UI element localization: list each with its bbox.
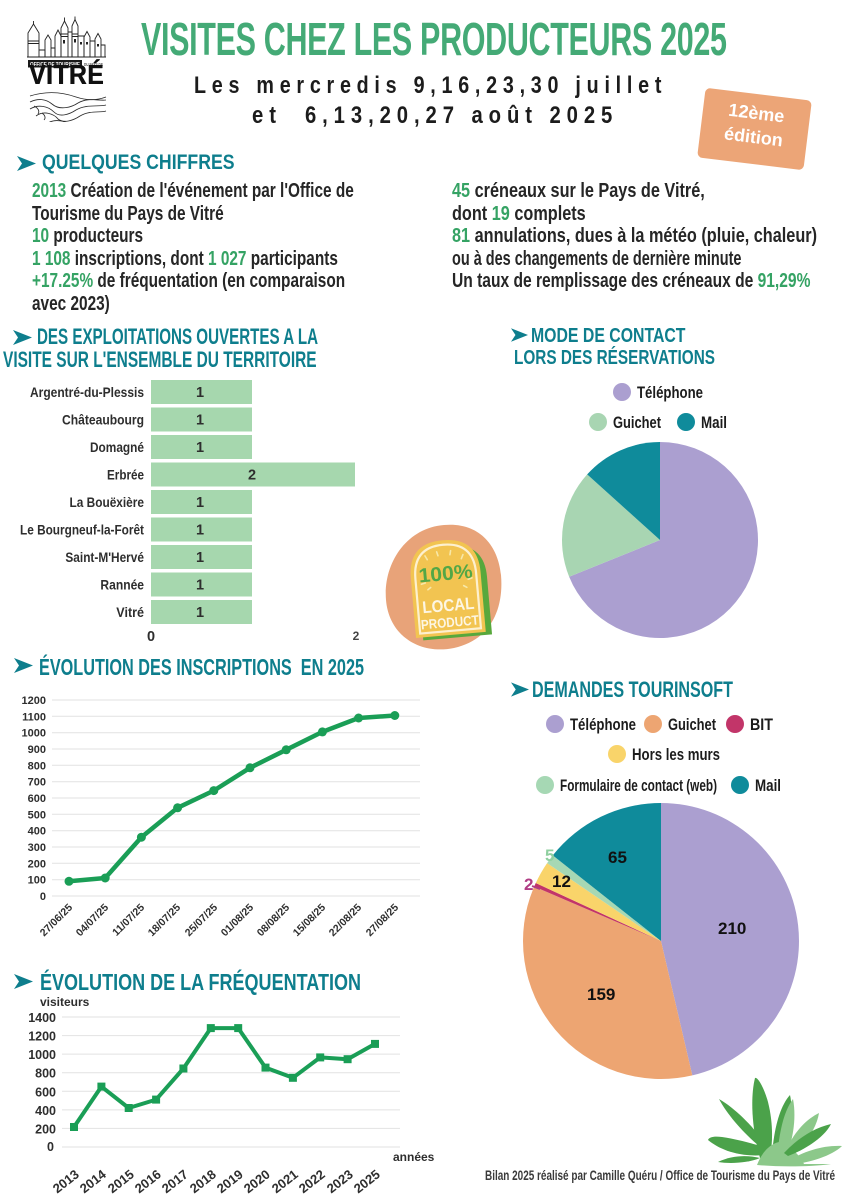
- svg-text:1200: 1200: [22, 695, 46, 707]
- svg-text:Mail: Mail: [701, 413, 727, 432]
- svg-text:2023: 2023: [324, 1167, 356, 1197]
- svg-text:15/08/25: 15/08/25: [291, 902, 328, 939]
- svg-text:1000: 1000: [22, 728, 46, 740]
- svg-text:Le Bourgneuf-la-Forêt: Le Bourgneuf-la-Forêt: [20, 522, 144, 538]
- svg-text:visiteurs: visiteurs: [40, 995, 90, 1009]
- svg-text:2025: 2025: [351, 1167, 383, 1197]
- svg-text:Hors les murs: Hors les murs: [632, 746, 720, 764]
- svg-text:1100: 1100: [22, 711, 46, 723]
- svg-text:300: 300: [28, 842, 46, 854]
- svg-text:2: 2: [524, 875, 533, 894]
- svg-text:1: 1: [196, 413, 204, 429]
- svg-text:22/08/25: 22/08/25: [327, 902, 364, 939]
- svg-text:Guichet: Guichet: [668, 716, 716, 734]
- svg-text:2020: 2020: [241, 1167, 273, 1197]
- svg-text:1: 1: [196, 495, 204, 511]
- svg-text:18/07/25: 18/07/25: [146, 902, 183, 939]
- svg-text:Formulaire de contact (web): Formulaire de contact (web): [560, 777, 717, 795]
- svg-text:années: années: [393, 1150, 435, 1164]
- svg-text:2019: 2019: [214, 1167, 246, 1197]
- svg-text:04/07/25: 04/07/25: [74, 902, 111, 939]
- svg-text:1000: 1000: [28, 1048, 56, 1062]
- svg-text:Vitré: Vitré: [116, 604, 144, 620]
- svg-text:2021: 2021: [269, 1167, 301, 1197]
- svg-text:Domagné: Domagné: [90, 439, 144, 455]
- svg-text:800: 800: [28, 760, 46, 772]
- svg-text:27/06/25: 27/06/25: [38, 902, 75, 939]
- svg-text:OFFICE DE TOURISME: OFFICE DE TOURISME: [30, 62, 80, 68]
- svg-text:2013: 2013: [50, 1167, 82, 1197]
- svg-text:01/08/25: 01/08/25: [219, 902, 256, 939]
- svg-text:210: 210: [718, 919, 746, 938]
- svg-text:PRODUCT: PRODUCT: [420, 612, 480, 632]
- svg-text:Guichet: Guichet: [613, 413, 661, 432]
- svg-text:0: 0: [40, 891, 46, 903]
- svg-text:Erbrée: Erbrée: [107, 467, 144, 483]
- svg-text:Argentré-du-Plessis: Argentré-du-Plessis: [30, 384, 144, 400]
- svg-text:200: 200: [35, 1122, 56, 1136]
- svg-text:2: 2: [248, 468, 256, 484]
- svg-text:1: 1: [196, 523, 204, 539]
- svg-text:0: 0: [47, 1140, 54, 1154]
- svg-text:800: 800: [35, 1067, 56, 1081]
- svg-text:11/07/25: 11/07/25: [110, 902, 147, 939]
- svg-text:08/08/25: 08/08/25: [255, 902, 292, 939]
- svg-text:Châteaubourg: Châteaubourg: [62, 412, 144, 428]
- svg-text:5: 5: [545, 846, 554, 865]
- svg-text:27/08/25: 27/08/25: [364, 902, 401, 939]
- svg-text:2015: 2015: [105, 1167, 137, 1197]
- svg-text:600: 600: [28, 793, 46, 805]
- svg-text:2022: 2022: [296, 1167, 328, 1197]
- svg-text:1200: 1200: [28, 1030, 56, 1044]
- svg-text:0: 0: [147, 629, 155, 645]
- svg-text:2014: 2014: [77, 1166, 110, 1196]
- svg-text:2: 2: [353, 629, 360, 643]
- svg-text:1: 1: [196, 605, 204, 621]
- svg-text:65: 65: [608, 848, 627, 867]
- svg-text:DU PAYS DE: DU PAYS DE: [84, 62, 103, 67]
- svg-text:25/07/25: 25/07/25: [183, 902, 220, 939]
- svg-text:La Bouëxière: La Bouëxière: [70, 494, 145, 510]
- svg-text:200: 200: [28, 858, 46, 870]
- svg-text:400: 400: [35, 1104, 56, 1118]
- svg-text:900: 900: [28, 744, 46, 756]
- svg-text:1: 1: [196, 578, 204, 594]
- svg-text:BIT: BIT: [750, 716, 773, 734]
- svg-text:Téléphone: Téléphone: [570, 716, 636, 734]
- svg-text:400: 400: [28, 826, 46, 838]
- svg-text:LOCAL: LOCAL: [422, 594, 475, 617]
- svg-text:2017: 2017: [159, 1167, 191, 1197]
- svg-text:Saint-M'Hervé: Saint-M'Hervé: [65, 549, 144, 565]
- svg-text:100: 100: [28, 875, 46, 887]
- svg-text:2016: 2016: [132, 1167, 164, 1197]
- svg-text:Mail: Mail: [755, 777, 781, 795]
- svg-text:1: 1: [196, 550, 204, 566]
- svg-text:500: 500: [28, 809, 46, 821]
- svg-text:600: 600: [35, 1085, 56, 1099]
- svg-text:2018: 2018: [187, 1167, 219, 1197]
- svg-text:Rannée: Rannée: [100, 577, 144, 593]
- svg-text:Téléphone: Téléphone: [637, 383, 703, 402]
- svg-text:1: 1: [196, 385, 204, 401]
- svg-text:1: 1: [196, 440, 204, 456]
- svg-text:100%: 100%: [418, 561, 474, 588]
- svg-text:1400: 1400: [28, 1011, 56, 1025]
- svg-text:700: 700: [28, 777, 46, 789]
- svg-text:159: 159: [587, 985, 615, 1004]
- svg-text:12: 12: [552, 872, 571, 891]
